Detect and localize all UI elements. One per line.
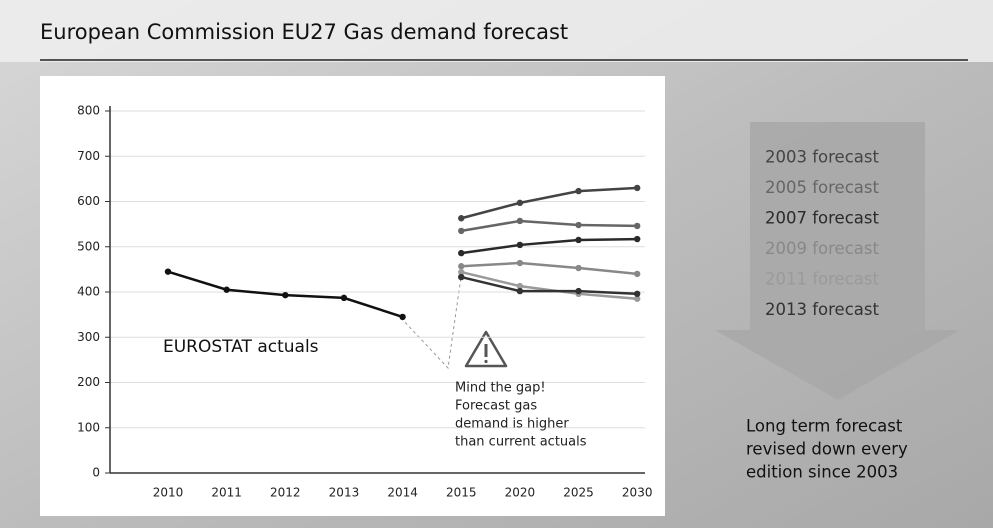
data-point — [634, 184, 641, 192]
y-tick-label: 800 — [77, 104, 100, 118]
y-tick-label: 300 — [77, 330, 100, 344]
side-note: Long term forecast — [746, 417, 903, 436]
series-label: EUROSTAT actuals — [163, 337, 319, 357]
data-point — [575, 264, 582, 272]
gap-note: Forecast gas — [455, 399, 537, 414]
y-tick-label: 200 — [77, 375, 100, 389]
gap-note: Mind the gap! — [455, 381, 546, 396]
slide-title: European Commission EU27 Gas demand fore… — [40, 20, 568, 44]
x-tick-label: 2010 — [153, 486, 184, 500]
warning-icon — [464, 330, 508, 368]
chart-panel — [40, 76, 665, 516]
data-point — [340, 294, 348, 302]
y-tick-label: 0 — [92, 466, 100, 480]
data-point — [516, 259, 524, 267]
y-tick-label: 500 — [77, 239, 100, 253]
legend-entry: 2009 forecast — [765, 239, 879, 258]
title-band — [0, 0, 993, 62]
x-tick-label: 2025 — [563, 486, 594, 500]
data-point — [458, 249, 465, 257]
legend-entry: 2005 forecast — [765, 178, 879, 197]
data-point — [516, 241, 524, 249]
data-point — [575, 287, 582, 295]
data-point — [164, 268, 172, 275]
series-line — [460, 275, 638, 296]
data-point — [458, 215, 465, 222]
y-tick-label: 100 — [77, 420, 100, 434]
data-point — [516, 287, 524, 295]
down-arrow — [715, 122, 960, 400]
side-note: edition since 2003 — [746, 463, 898, 482]
gap-note: demand is higher — [455, 417, 569, 432]
x-tick-label: 2015 — [446, 486, 477, 500]
gap-note: than current actuals — [455, 435, 587, 450]
data-point — [634, 295, 641, 302]
series-line — [461, 237, 638, 255]
data-point — [458, 227, 465, 235]
legend-entry: 2007 forecast — [765, 209, 879, 228]
side-note: revised down every — [746, 440, 908, 459]
data-point — [458, 268, 465, 276]
gap-connector — [400, 276, 462, 370]
y-tick-label: 700 — [77, 149, 100, 163]
data-point — [634, 290, 641, 298]
x-tick-label: 2020 — [505, 486, 536, 500]
data-point — [575, 236, 582, 244]
data-point — [634, 222, 641, 230]
data-point — [458, 273, 465, 281]
data-point — [575, 221, 582, 229]
series-line — [461, 219, 638, 233]
data-point — [223, 286, 230, 293]
data-point — [458, 263, 465, 270]
x-tick-label: 2012 — [270, 486, 301, 500]
data-point — [516, 282, 524, 290]
series-line — [461, 261, 638, 276]
x-tick-label: 2013 — [329, 486, 360, 500]
x-tick-label: 2014 — [387, 486, 418, 500]
legend-entry: 2013 forecast — [765, 300, 879, 319]
x-tick-label: 2011 — [211, 486, 242, 500]
data-point — [282, 291, 289, 299]
data-point — [634, 235, 641, 243]
data-point — [516, 199, 524, 207]
x-tick-label: 2030 — [622, 486, 653, 500]
y-tick-label: 600 — [77, 194, 100, 208]
data-point — [516, 217, 524, 225]
data-point — [399, 313, 406, 321]
y-tick-label: 400 — [77, 285, 100, 299]
legend-entry: 2011 forecast — [765, 270, 879, 289]
legend-entry: 2003 forecast — [765, 148, 879, 167]
data-point — [575, 187, 582, 195]
series-line — [460, 186, 638, 220]
data-point — [634, 270, 641, 278]
